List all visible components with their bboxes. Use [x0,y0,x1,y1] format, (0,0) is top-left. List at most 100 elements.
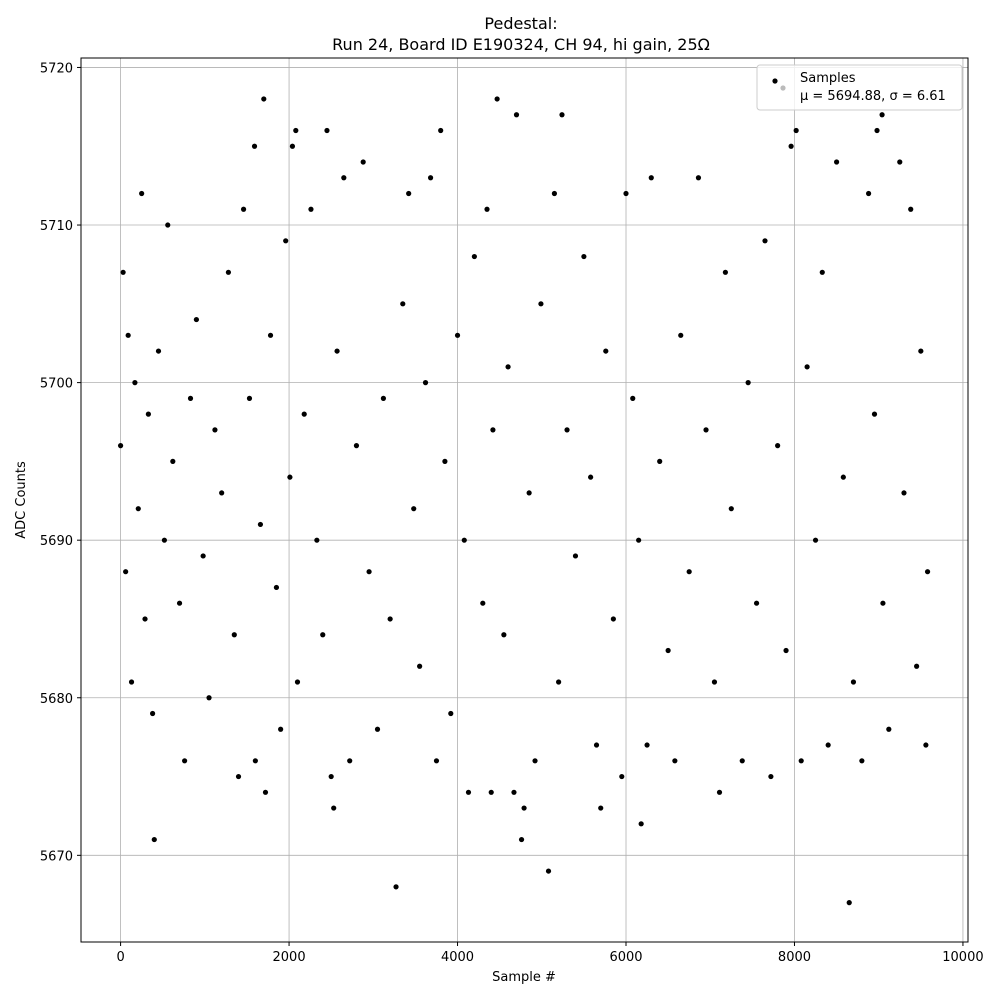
point [328,773,334,780]
point [804,364,810,370]
point [610,616,616,622]
point [901,490,907,496]
point [914,663,920,669]
point [427,175,434,181]
point [360,159,366,165]
point [648,175,654,181]
y-tick-label: 5700 [40,377,73,392]
point [657,458,663,464]
point [320,632,326,638]
point [461,537,467,543]
point [636,537,642,543]
legend-label: Samples [800,71,856,86]
point [120,269,126,275]
point [261,96,267,102]
point [505,364,511,370]
point [287,474,293,480]
point [703,427,709,433]
point [465,789,472,795]
point [619,773,625,780]
y-tick-label: 5670 [40,849,73,864]
point [308,206,314,212]
point [438,127,444,134]
point [165,222,171,228]
point [225,269,232,275]
point [665,647,671,654]
point [739,758,745,764]
point [880,600,886,606]
point [155,348,162,354]
point [644,742,650,748]
point [187,395,194,401]
point [353,443,360,449]
point [630,395,636,401]
point [139,190,145,197]
legend-marker [772,78,778,84]
y-tick-label: 5690 [40,534,73,549]
point [526,490,532,496]
point [142,616,148,622]
point [117,443,124,449]
point [588,474,594,480]
point [886,726,892,732]
point [545,868,552,874]
point [793,127,799,134]
point [341,175,347,181]
point [235,773,242,780]
point [231,632,237,638]
point [380,395,387,401]
point [840,474,846,480]
point [151,836,157,843]
point [598,805,604,811]
point [833,159,840,165]
point [564,427,570,433]
point [212,427,218,433]
y-tick-label: 5680 [40,692,73,707]
x-axis-label: Sample # [492,970,556,985]
point [200,553,206,559]
point [559,112,565,118]
point [314,537,320,543]
point [521,805,527,811]
point [393,884,399,890]
point [556,679,562,685]
point [511,789,517,795]
point [871,411,878,417]
chart-title: Pedestal: [484,14,557,33]
point [273,584,280,591]
point [918,348,924,354]
point [448,710,454,717]
point [879,112,885,118]
point [294,679,301,685]
point [924,569,931,575]
point [695,175,702,181]
point [262,789,269,795]
point [819,269,825,275]
point [132,380,138,386]
point [846,900,852,906]
legend-marker [780,85,786,91]
point [283,238,289,244]
point [176,600,183,606]
point [753,600,760,606]
point [400,301,406,307]
point [267,332,274,338]
point [251,143,258,149]
point [768,773,774,780]
point [859,758,865,764]
y-tick-label: 5710 [40,219,73,234]
point [206,695,212,701]
point [331,805,337,811]
point [518,836,525,843]
point [471,253,477,260]
point [135,506,141,512]
plot-frame [80,57,969,943]
x-tick-label: 0 [116,950,124,965]
point [866,190,872,197]
point [908,206,914,212]
x-tick-label: 6000 [609,950,642,965]
point [442,458,448,464]
point [125,332,131,338]
point [745,380,751,386]
point [672,758,678,764]
